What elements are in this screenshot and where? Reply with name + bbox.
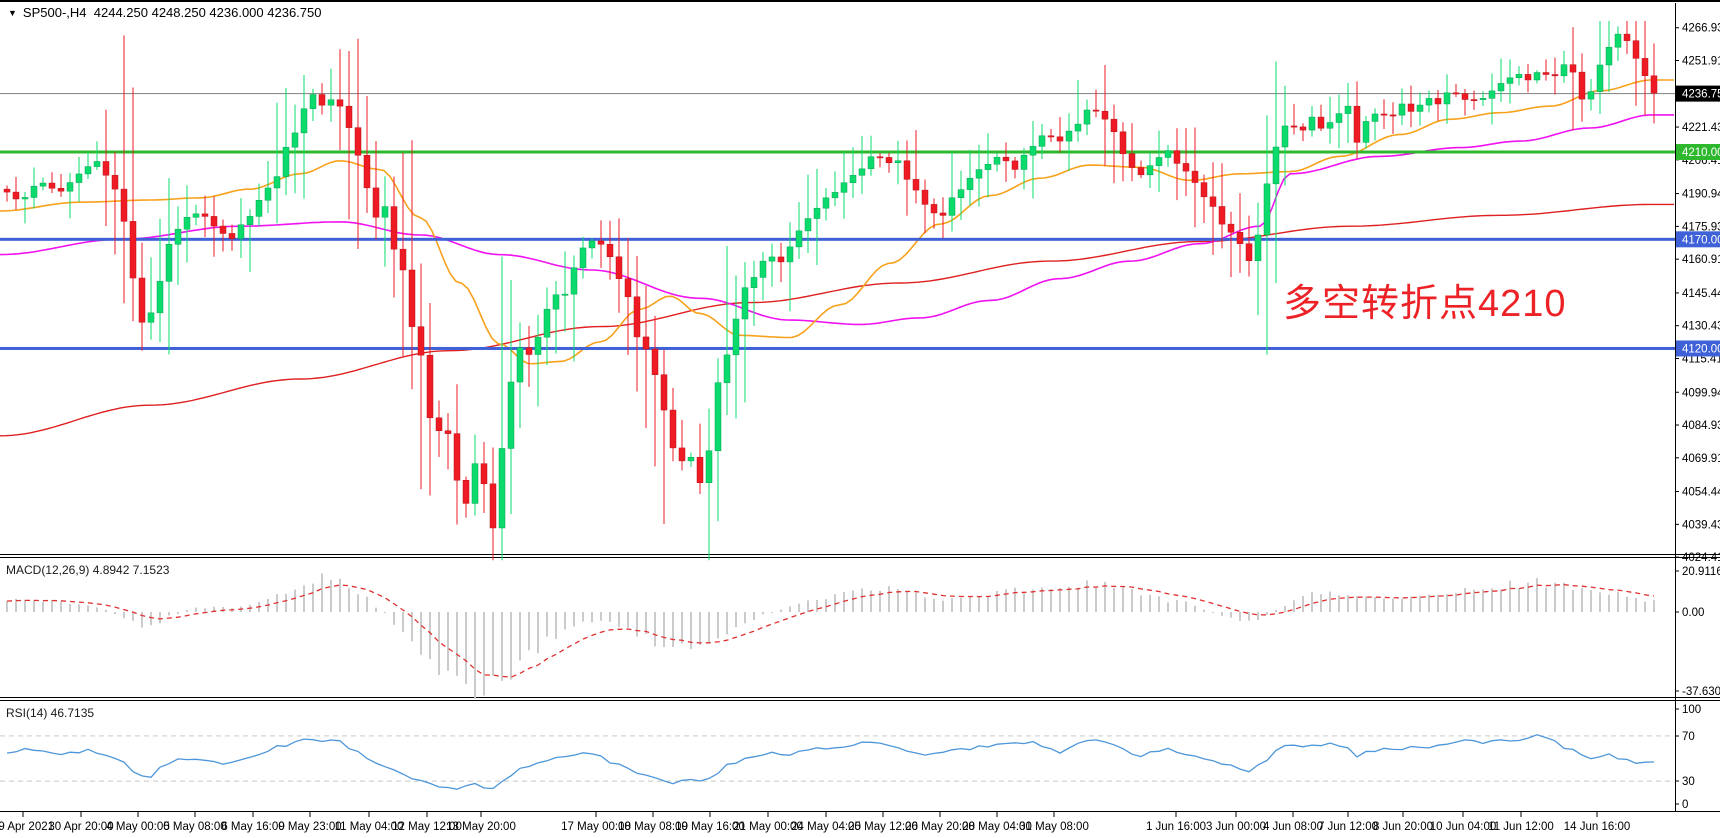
rsi-line bbox=[6, 734, 1655, 790]
current-price-line bbox=[0, 93, 1675, 95]
time-tick-label: 14 Jun 16:00 bbox=[1564, 821, 1631, 833]
time-tick-label: 1 Jun 16:00 bbox=[1146, 821, 1206, 833]
price-tick-label: 4115.415 bbox=[1682, 353, 1720, 365]
hline-price-label: 4120.000 bbox=[1682, 343, 1720, 355]
price-tick-label: 4175.930 bbox=[1682, 221, 1720, 233]
time-tick-label: 11 May 04:00 bbox=[335, 821, 404, 833]
symbol-period-label: SP500-,H4 bbox=[22, 5, 87, 20]
price-tick-label: 4251.915 bbox=[1682, 55, 1720, 67]
price-tick-label: 4024.415 bbox=[1682, 552, 1720, 564]
hline-price-label: 4170.000 bbox=[1682, 234, 1720, 246]
time-tick-label: 17 May 00:00 bbox=[561, 821, 631, 833]
price-axis: 4266.9304251.9154221.4304206.4154190.945… bbox=[1675, 23, 1720, 564]
time-tick-label: 12 May 12:00 bbox=[392, 821, 462, 833]
macd-panel bbox=[6, 573, 1655, 699]
macd-indicator-label: MACD(12,26,9) 4.8942 7.1523 bbox=[6, 563, 170, 577]
time-tick-label: 25 May 12:00 bbox=[848, 821, 918, 833]
macd-axis-label: 0.00 bbox=[1682, 607, 1704, 619]
rsi-axis-label: 0 bbox=[1682, 799, 1688, 811]
price-tick-label: 4099.945 bbox=[1682, 387, 1720, 399]
chart-titlebar: ▼ SP500-,H4 4244.250 4248.250 4236.000 42… bbox=[0, 0, 1720, 20]
annotation-text: 多空转折点4210 bbox=[1283, 283, 1567, 325]
time-tick-label: 3 Jun 00:00 bbox=[1206, 821, 1266, 833]
price-tick-label: 4054.445 bbox=[1682, 487, 1720, 499]
time-tick-label: 19 May 16:00 bbox=[675, 821, 745, 833]
price-tick-label: 4145.445 bbox=[1682, 288, 1720, 300]
hline-4170.000[interactable] bbox=[0, 237, 1675, 241]
time-tick-label: 13 May 20:00 bbox=[446, 821, 516, 833]
macd-axis-label: -37.6302 bbox=[1682, 686, 1720, 698]
time-tick-label: 9 May 23:00 bbox=[278, 821, 341, 833]
hline-price-label: 4210.000 bbox=[1682, 147, 1720, 159]
hline-price-label-box bbox=[1676, 340, 1720, 357]
hline-4120.000[interactable] bbox=[0, 346, 1675, 350]
price-tick-label: 4266.930 bbox=[1682, 23, 1720, 35]
time-tick-label: 31 May 08:00 bbox=[1019, 821, 1089, 833]
panel-borders bbox=[0, 3, 1720, 812]
price-tick-label: 4039.430 bbox=[1682, 519, 1720, 531]
macd-signal-line bbox=[6, 583, 1655, 678]
hline-4210.000[interactable] bbox=[0, 150, 1675, 154]
macd-axis: 20.9116 0.00 -37.6302 bbox=[1675, 566, 1720, 698]
chart-title: ▼ SP500-,H4 4244.250 4248.250 4236.000 42… bbox=[8, 5, 321, 20]
time-tick-label: 10 Jun 04:00 bbox=[1430, 821, 1497, 833]
current-price-label: 4236.750 bbox=[1682, 89, 1720, 101]
time-tick-label: 28 May 04:00 bbox=[962, 821, 1032, 833]
candlesticks bbox=[3, 21, 1658, 561]
time-tick-label: 7 Jun 12:00 bbox=[1318, 821, 1378, 833]
time-tick-label: 8 Jun 20:00 bbox=[1373, 821, 1433, 833]
ma-slow-red-line bbox=[0, 203, 1674, 437]
rsi-axis-label: 100 bbox=[1682, 704, 1701, 716]
macd-axis-label: 20.9116 bbox=[1682, 566, 1720, 578]
time-tick-label: 18 May 08:00 bbox=[618, 821, 688, 833]
main-price-panel bbox=[0, 79, 1674, 437]
price-tick-label: 4069.915 bbox=[1682, 453, 1720, 465]
horizontal-lines bbox=[0, 93, 1675, 350]
time-tick-label: 21 May 00:00 bbox=[733, 821, 803, 833]
price-tick-label: 4130.430 bbox=[1682, 321, 1720, 333]
price-tick-label: 4190.945 bbox=[1682, 189, 1720, 201]
time-tick-label: 4 Jun 08:00 bbox=[1263, 821, 1323, 833]
rsi-axis: 100 70 30 0 bbox=[1675, 704, 1701, 811]
price-tick-label: 4084.930 bbox=[1682, 420, 1720, 432]
rsi-indicator-label: RSI(14) 46.7135 bbox=[6, 706, 95, 720]
price-tick-label: 4221.430 bbox=[1682, 122, 1720, 134]
ma-mid-magenta-line bbox=[0, 114, 1674, 326]
time-tick-label: 26 May 20:00 bbox=[905, 821, 975, 833]
time-tick-label: 24 May 04:00 bbox=[791, 821, 861, 833]
time-tick-label: 5 May 08:00 bbox=[163, 821, 226, 833]
rsi-panel bbox=[0, 734, 1674, 790]
rsi-axis-label: 30 bbox=[1682, 776, 1695, 788]
price-tick-label: 4160.915 bbox=[1682, 254, 1720, 266]
time-tick-label: 11 Jun 12:00 bbox=[1488, 821, 1554, 833]
time-tick-label: 6 May 16:00 bbox=[221, 821, 284, 833]
time-tick-label: 29 Apr 2021 bbox=[0, 821, 54, 833]
rsi-axis-label: 70 bbox=[1682, 731, 1695, 743]
ohlc-values: 4244.250 4248.250 4236.000 4236.750 bbox=[93, 5, 322, 20]
hline-price-label-box bbox=[1676, 144, 1720, 160]
hline-price-label-box bbox=[1676, 231, 1720, 248]
symbol-dropdown-icon[interactable]: ▼ bbox=[8, 8, 17, 18]
current-price-label-box bbox=[1676, 85, 1720, 102]
time-tick-label: 30 Apr 20:00 bbox=[48, 821, 113, 833]
time-tick-label: 4 May 00:00 bbox=[106, 821, 169, 833]
